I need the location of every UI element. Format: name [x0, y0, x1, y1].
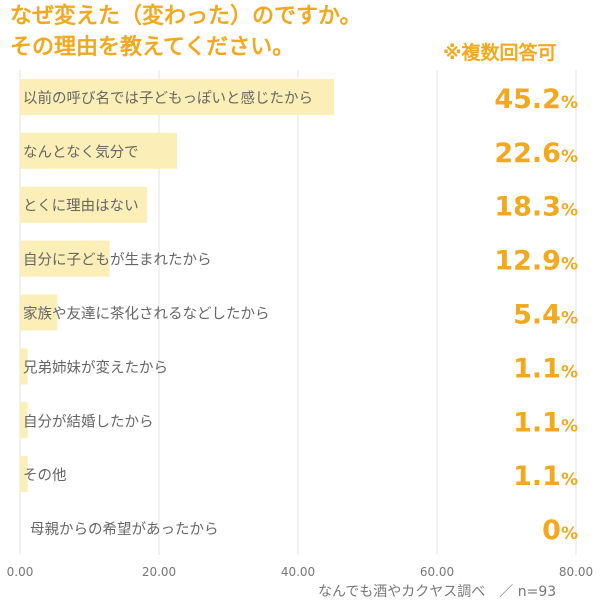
data-label-value: 0: [542, 515, 561, 546]
bar: [20, 402, 28, 439]
category-label: 兄弟姉妹が変えたから: [23, 359, 168, 376]
data-label-value: 1.1: [513, 353, 561, 384]
category-label: なんとなく気分で: [23, 144, 139, 161]
bar: [20, 294, 58, 331]
x-tick-label: 40.00: [281, 565, 315, 579]
data-label-value: 18.3: [494, 192, 561, 223]
bar: [20, 240, 110, 277]
data-label-unit: %: [561, 470, 578, 490]
bar: [20, 456, 28, 493]
x-tick-label: 60.00: [420, 565, 454, 579]
category-label: 自分が結婚したから: [23, 413, 154, 430]
data-label-value: 1.1: [513, 407, 561, 438]
data-label-unit: %: [561, 416, 578, 436]
data-label-value: 1.1: [513, 461, 561, 492]
data-label: 1.1%: [513, 461, 578, 492]
data-label: 1.1%: [513, 353, 578, 384]
multiple-answer-note: ※複数回答可: [443, 42, 557, 64]
data-label-unit: %: [561, 201, 578, 221]
data-label: 0%: [542, 515, 578, 546]
bar: [20, 78, 335, 115]
data-label-unit: %: [561, 93, 578, 113]
data-label-unit: %: [561, 309, 578, 329]
category-label: 以前の呼び名では子どもっぽいと感じたから: [23, 90, 313, 107]
data-label-unit: %: [561, 524, 578, 544]
x-tick-label: 0.00: [7, 565, 34, 579]
category-label: 母親からの希望があったから: [30, 521, 219, 538]
category-label: とくに理由はない: [23, 198, 139, 215]
chart-title-line2: その理由を教えてください。: [10, 35, 295, 60]
bar: [20, 186, 148, 223]
category-label: 家族や友達に茶化されるなどしたから: [23, 306, 270, 323]
category-label: 自分に子どもが生まれたから: [23, 252, 212, 269]
data-label: 18.3%: [494, 192, 578, 223]
x-tick-label: 80.00: [559, 565, 593, 579]
data-label-value: 22.6: [494, 138, 561, 169]
data-label: 5.4%: [513, 300, 578, 331]
bar: [20, 348, 28, 385]
chart-title-line1: なぜ変えた（変わった）のですか。: [10, 4, 362, 29]
data-label-unit: %: [561, 362, 578, 382]
data-label: 45.2%: [494, 84, 578, 115]
data-label-unit: %: [561, 147, 578, 167]
bar: [20, 132, 178, 169]
data-label-value: 12.9: [494, 246, 561, 277]
data-label: 1.1%: [513, 407, 578, 438]
data-label-value: 45.2: [494, 84, 561, 115]
data-label: 22.6%: [494, 138, 578, 169]
data-label: 12.9%: [494, 246, 578, 277]
category-label: その他: [23, 467, 67, 484]
data-label-unit: %: [561, 255, 578, 275]
x-tick-label: 20.00: [142, 565, 176, 579]
data-label-value: 5.4: [513, 300, 561, 331]
source-footer: なんでも酒やカクヤス調べ ／ n=93: [318, 584, 557, 600]
